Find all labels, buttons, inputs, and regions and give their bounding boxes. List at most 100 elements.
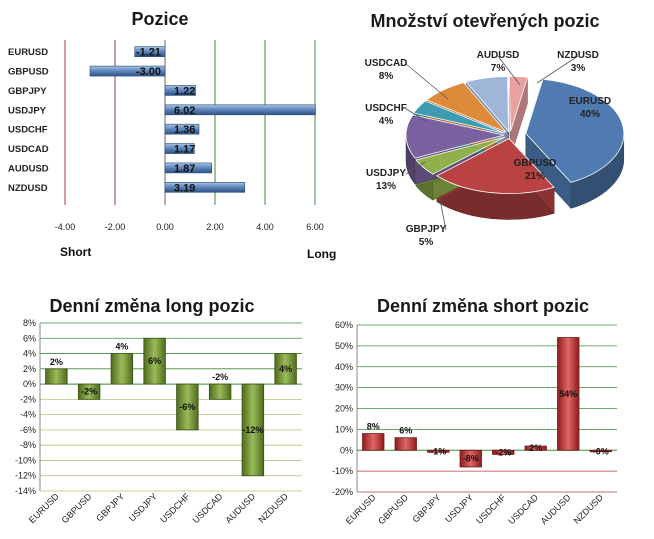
data-label: -2% bbox=[212, 372, 228, 382]
data-label: -1% bbox=[430, 446, 446, 456]
data-label: 6% bbox=[148, 356, 161, 366]
x-tick-label: 6.00 bbox=[306, 222, 324, 232]
category-label: EURUSD bbox=[8, 47, 48, 58]
data-label: -6% bbox=[179, 402, 195, 412]
y-tick-label: -8% bbox=[20, 440, 36, 450]
x-tick-label: -4.00 bbox=[55, 222, 76, 232]
bar bbox=[394, 437, 417, 451]
category-label: USDJPY bbox=[8, 105, 47, 116]
short-change-chart-title: Denní změna short pozic bbox=[377, 296, 589, 316]
category-label: EURUSD bbox=[27, 491, 61, 525]
pie-leader-line bbox=[497, 55, 521, 86]
category-label: AUDUSD bbox=[223, 491, 257, 525]
category-label: NZDUSD bbox=[256, 491, 290, 525]
pie-slice-eurusd bbox=[525, 78, 625, 183]
bar bbox=[589, 449, 612, 453]
category-label: NZDUSD bbox=[8, 183, 48, 194]
y-tick-label: -10% bbox=[332, 466, 353, 476]
pie-chart-title: Množství otevřených pozic bbox=[370, 11, 599, 31]
category-label: GBPJPY bbox=[94, 491, 126, 523]
data-label: 1.17 bbox=[174, 144, 195, 156]
category-label: GBPUSD bbox=[376, 492, 410, 526]
y-tick-label: -2% bbox=[20, 394, 36, 404]
data-label: 1.36 bbox=[174, 124, 195, 136]
data-label: 6.02 bbox=[174, 105, 195, 117]
category-label: USDCHF bbox=[8, 125, 48, 136]
bar bbox=[274, 353, 297, 385]
bar bbox=[176, 383, 199, 431]
y-tick-label: 2% bbox=[23, 364, 36, 374]
category-label: NZDUSD bbox=[572, 492, 606, 526]
y-tick-label: -10% bbox=[15, 455, 36, 465]
open-positions-pie-chart: Množství otevřených pozic EURUSD 40% GBPUS… bbox=[340, 0, 654, 270]
x-tick-label: -2.00 bbox=[105, 222, 126, 232]
bar bbox=[524, 445, 547, 451]
bar bbox=[241, 383, 265, 477]
category-label: USDCHF bbox=[158, 491, 192, 525]
pie-label-name: GBPJPY bbox=[406, 224, 447, 235]
pie-label-percent: 13% bbox=[376, 181, 396, 192]
data-label: 2% bbox=[529, 443, 542, 453]
category-label: GBPUSD bbox=[8, 67, 49, 78]
bar bbox=[164, 162, 213, 174]
positions-chart-svg: Pozice -1.21 -3.00 1.22 6.02 1.36 1.17 1.87 3.1… bbox=[8, 9, 336, 261]
open-positions-pie-svg: Množství otevřených pozic EURUSD 40% GBPUS… bbox=[365, 11, 625, 248]
category-label: GBPUSD bbox=[60, 491, 94, 525]
y-tick-label: 50% bbox=[335, 341, 353, 351]
category-label: USDJPY bbox=[127, 491, 159, 523]
data-label: 4% bbox=[279, 364, 292, 374]
category-label: AUDUSD bbox=[539, 492, 573, 526]
y-tick-label: 60% bbox=[335, 320, 353, 330]
data-label: 1.22 bbox=[174, 85, 195, 97]
y-tick-label: 30% bbox=[335, 383, 353, 393]
bar bbox=[77, 383, 101, 400]
data-label: 2% bbox=[50, 357, 63, 367]
category-label: GBPJPY bbox=[410, 492, 442, 524]
bar bbox=[164, 143, 195, 154]
y-tick-label: 20% bbox=[335, 404, 353, 414]
category-label: USDCAD bbox=[8, 144, 49, 155]
data-label: -2% bbox=[495, 447, 511, 457]
data-label: 6% bbox=[399, 426, 412, 436]
x-tick-label: 2.00 bbox=[206, 222, 224, 232]
category-label: EURUSD bbox=[344, 492, 378, 526]
data-label: -3.00 bbox=[136, 66, 161, 78]
pie-leader-line bbox=[405, 161, 426, 175]
pie-slice-usdchf bbox=[412, 100, 505, 134]
pie-label-percent: 3% bbox=[571, 63, 586, 74]
x-tick-label: 4.00 bbox=[256, 222, 274, 232]
data-label: 4% bbox=[115, 342, 128, 352]
data-label: -1.21 bbox=[136, 47, 161, 59]
y-tick-label: 0% bbox=[23, 379, 36, 389]
pie-label-percent: 5% bbox=[419, 237, 434, 248]
long-change-chart: Denní změna long pozic 8% 6% 4% 2% 0% -2% -4% -… bbox=[0, 285, 327, 539]
data-label: 3.19 bbox=[174, 182, 195, 194]
pie-label-percent: 21% bbox=[525, 171, 545, 182]
short-change-chart: Denní změna short pozic 60% 50% 40% 30% 20% 1… bbox=[327, 285, 654, 539]
pie-label-percent: 40% bbox=[580, 109, 600, 120]
long-side-label: Long bbox=[307, 247, 336, 261]
positions-chart-title: Pozice bbox=[131, 9, 188, 29]
y-tick-label: -12% bbox=[15, 471, 36, 481]
pie-slice-nzdusd bbox=[508, 76, 529, 132]
bar bbox=[164, 85, 196, 96]
category-label: AUDUSD bbox=[8, 163, 49, 174]
pie-label-percent: 8% bbox=[379, 71, 394, 82]
bar bbox=[459, 449, 482, 468]
pie-label-name: NZDUSD bbox=[557, 50, 599, 61]
y-tick-label: -20% bbox=[332, 487, 353, 497]
pie-slice-usdcad bbox=[425, 82, 507, 133]
category-label: USDCHF bbox=[474, 492, 508, 526]
long-change-chart-title: Denní změna long pozic bbox=[49, 296, 254, 316]
short-side-label: Short bbox=[60, 245, 91, 259]
bar bbox=[208, 383, 232, 400]
pie-label-name: AUDUSD bbox=[477, 50, 520, 61]
bar bbox=[134, 46, 166, 57]
y-tick-label: 10% bbox=[335, 424, 353, 434]
bar bbox=[362, 433, 385, 451]
data-label: 54% bbox=[559, 389, 577, 399]
bar bbox=[557, 337, 580, 451]
y-tick-label: -4% bbox=[20, 410, 36, 420]
pie-slice-usdjpy bbox=[405, 114, 505, 159]
bar bbox=[492, 449, 515, 455]
